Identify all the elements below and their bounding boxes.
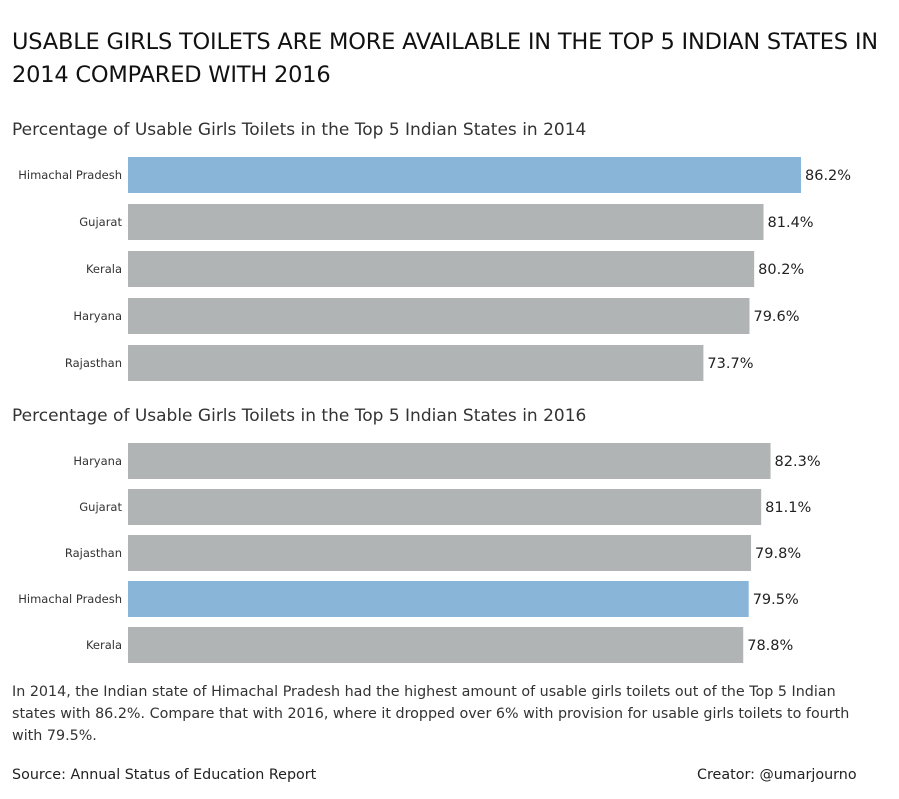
category-label: Kerala [86, 262, 122, 276]
source-text: Source: Annual Status of Education Repor… [12, 767, 317, 783]
category-label: Gujarat [79, 215, 122, 229]
value-label: 81.4% [768, 215, 814, 231]
value-label: 79.5% [753, 592, 799, 608]
bar [128, 443, 771, 479]
bar [128, 345, 704, 381]
value-label: 79.8% [755, 546, 801, 562]
chart-2014-title: Percentage of Usable Girls Toilets in th… [12, 120, 587, 140]
bar [128, 298, 750, 334]
bar [128, 204, 764, 240]
bar [128, 627, 744, 663]
value-label: 86.2% [805, 168, 851, 184]
category-label: Kerala [86, 638, 122, 652]
category-label: Rajasthan [65, 356, 122, 370]
value-label: 82.3% [775, 454, 821, 470]
chart-2016: Haryana 82.3% Gujarat 81.1% Rajasthan 79.8% Hi… [18, 443, 821, 663]
bar [128, 251, 755, 287]
category-label: Gujarat [79, 500, 122, 514]
bar [128, 489, 762, 525]
category-label: Himachal Pradesh [18, 168, 122, 182]
category-label: Haryana [73, 454, 122, 468]
value-label: 73.7% [707, 356, 753, 372]
bar [128, 535, 752, 571]
value-label: 80.2% [758, 262, 804, 278]
bar [128, 581, 749, 617]
value-label: 78.8% [747, 638, 793, 654]
summary-note: In 2014, the Indian state of Himachal Pr… [12, 684, 850, 744]
category-label: Rajasthan [65, 546, 122, 560]
category-label: Haryana [73, 309, 122, 323]
chart-2016-title: Percentage of Usable Girls Toilets in th… [12, 406, 587, 426]
value-label: 81.1% [765, 500, 811, 516]
main-title: USABLE GIRLS TOILETS ARE MORE AVAILABLE … [12, 29, 878, 88]
creator-text: Creator: @umarjourno [697, 767, 857, 783]
bar [128, 157, 801, 193]
category-label: Himachal Pradesh [18, 592, 122, 606]
value-label: 79.6% [753, 309, 799, 325]
chart-2014: Himachal Pradesh 86.2% Gujarat 81.4% Kerala 8… [18, 157, 851, 381]
